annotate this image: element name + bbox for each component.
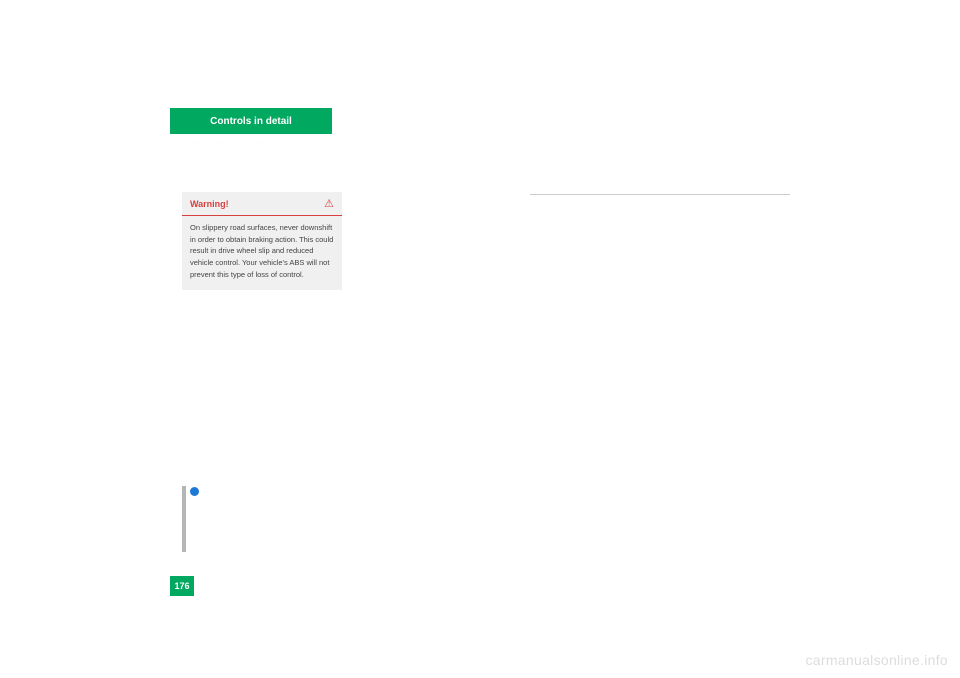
section-tab: Controls in detail xyxy=(170,108,332,134)
warning-box: Warning! ⚠ On slippery road surfaces, ne… xyxy=(182,192,342,290)
page-number: 176 xyxy=(170,576,194,596)
info-dot-icon xyxy=(190,487,199,496)
info-content xyxy=(190,486,342,552)
page-number-value: 176 xyxy=(174,581,189,591)
info-stripe xyxy=(182,486,186,552)
warning-header: Warning! ⚠ xyxy=(182,192,342,216)
section-subheader: Automatic transmission xyxy=(170,138,765,152)
info-text xyxy=(190,504,342,552)
watermark: carmanualsonline.info xyxy=(806,652,949,668)
warning-icon: ⚠ xyxy=(324,197,334,210)
section-subheader-label: Automatic transmission xyxy=(182,138,285,148)
manual-page: Controls in detail Automatic transmissio… xyxy=(170,84,795,604)
section-tab-label: Controls in detail xyxy=(210,116,292,127)
info-block xyxy=(182,486,342,552)
warning-body: On slippery road surfaces, never downshi… xyxy=(182,216,342,290)
section-divider xyxy=(530,194,790,195)
warning-title: Warning! xyxy=(190,199,229,209)
